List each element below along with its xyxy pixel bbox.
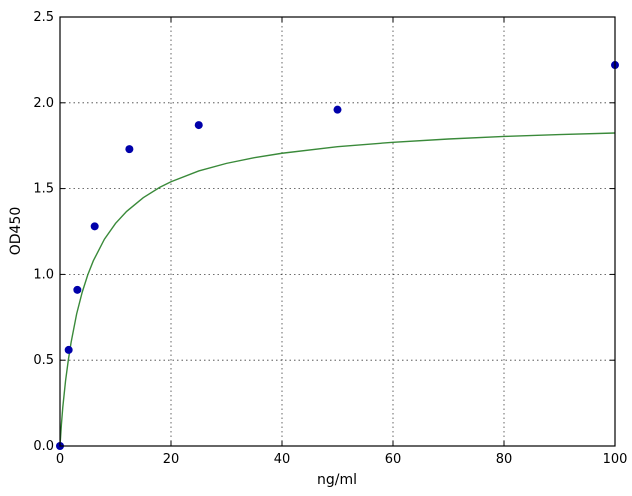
data-point: [90, 222, 99, 231]
data-point: [64, 345, 73, 354]
data-point: [73, 285, 82, 294]
x-tick-label: 20: [163, 452, 180, 467]
plot-frame: [59, 16, 616, 447]
y-tick-label: 2.0: [33, 96, 54, 111]
data-point: [194, 121, 203, 130]
x-tick-label: 60: [385, 452, 402, 467]
y-tick-label: 0.5: [33, 353, 54, 368]
tick-layer: 0 20 40 60 80 100 0.0 0.5 1.0 1.5 2.0 2.5: [33, 10, 627, 467]
grid-layer: [60, 17, 615, 446]
x-axis-label: ng/ml: [317, 472, 357, 488]
curve-layer: [59, 132, 616, 447]
fit-curve: [59, 132, 616, 447]
y-tick-label: 1.0: [33, 267, 54, 282]
data-point: [333, 105, 342, 114]
x-tick-label: 80: [496, 452, 513, 467]
x-tick-label: 0: [56, 452, 64, 467]
y-tick-label: 2.5: [33, 10, 54, 25]
y-axis-label: OD450: [8, 207, 24, 256]
x-tick-label: 100: [603, 452, 628, 467]
data-point: [125, 145, 134, 154]
points-layer: [56, 61, 619, 450]
y-tick-label: 0.0: [33, 439, 54, 454]
y-tick-label: 1.5: [33, 182, 54, 197]
x-tick-label: 40: [274, 452, 291, 467]
